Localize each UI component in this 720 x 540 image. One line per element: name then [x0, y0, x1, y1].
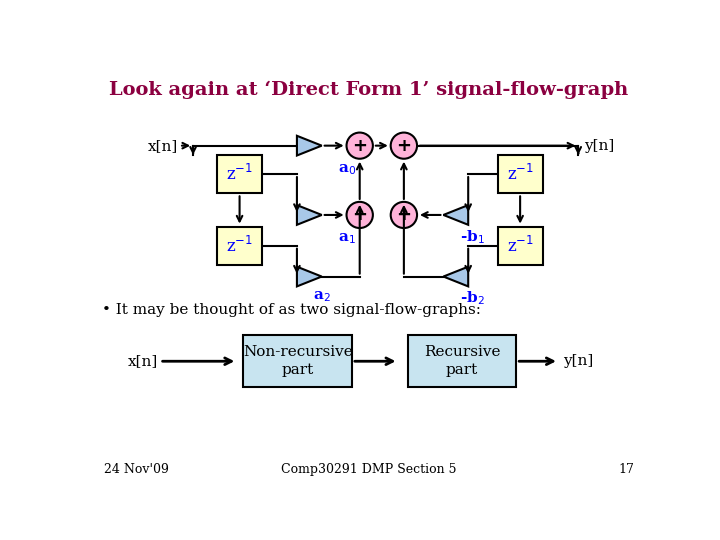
Text: • It may be thought of as two signal-flow-graphs:: • It may be thought of as two signal-flo… [102, 302, 481, 316]
Polygon shape [297, 136, 322, 156]
Text: a$_0$: a$_0$ [338, 162, 356, 177]
Circle shape [391, 202, 417, 228]
Bar [243, 335, 352, 387]
Text: a$_2$: a$_2$ [313, 289, 331, 304]
Text: +: + [352, 206, 367, 224]
Polygon shape [444, 267, 468, 286]
Text: x[n]: x[n] [148, 139, 178, 153]
Polygon shape [297, 205, 322, 225]
Text: part: part [282, 363, 314, 377]
Text: x[n]: x[n] [128, 354, 158, 368]
Text: z$^{-1}$: z$^{-1}$ [507, 235, 534, 256]
Text: 17: 17 [618, 463, 634, 476]
Bar [498, 226, 543, 265]
Bar [217, 155, 262, 193]
Text: Comp30291 DMP Section 5: Comp30291 DMP Section 5 [282, 463, 456, 476]
Text: +: + [397, 137, 411, 154]
Circle shape [346, 132, 373, 159]
Polygon shape [297, 267, 322, 286]
Text: Recursive: Recursive [424, 345, 500, 359]
Text: a$_1$: a$_1$ [338, 231, 356, 246]
Bar [217, 226, 262, 265]
Text: 24 Nov'09: 24 Nov'09 [104, 463, 168, 476]
Text: part: part [446, 363, 478, 377]
Text: z$^{-1}$: z$^{-1}$ [507, 164, 534, 184]
Text: -b$_1$: -b$_1$ [459, 228, 485, 246]
Text: +: + [397, 206, 411, 224]
Circle shape [391, 132, 417, 159]
Text: Look again at ‘Direct Form 1’ signal-flow-graph: Look again at ‘Direct Form 1’ signal-flo… [109, 80, 629, 99]
Text: y[n]: y[n] [584, 139, 614, 153]
Bar [498, 155, 543, 193]
Polygon shape [444, 205, 468, 225]
Text: Non-recursive: Non-recursive [243, 345, 353, 359]
Text: z$^{-1}$: z$^{-1}$ [226, 164, 253, 184]
Text: -b$_2$: -b$_2$ [459, 289, 485, 307]
Text: z$^{-1}$: z$^{-1}$ [226, 235, 253, 256]
Circle shape [346, 202, 373, 228]
Bar [408, 335, 516, 387]
Text: y[n]: y[n] [563, 354, 593, 368]
Text: +: + [352, 137, 367, 154]
